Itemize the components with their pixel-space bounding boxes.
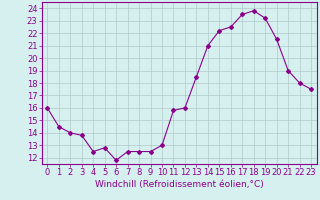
X-axis label: Windchill (Refroidissement éolien,°C): Windchill (Refroidissement éolien,°C) <box>95 180 264 189</box>
